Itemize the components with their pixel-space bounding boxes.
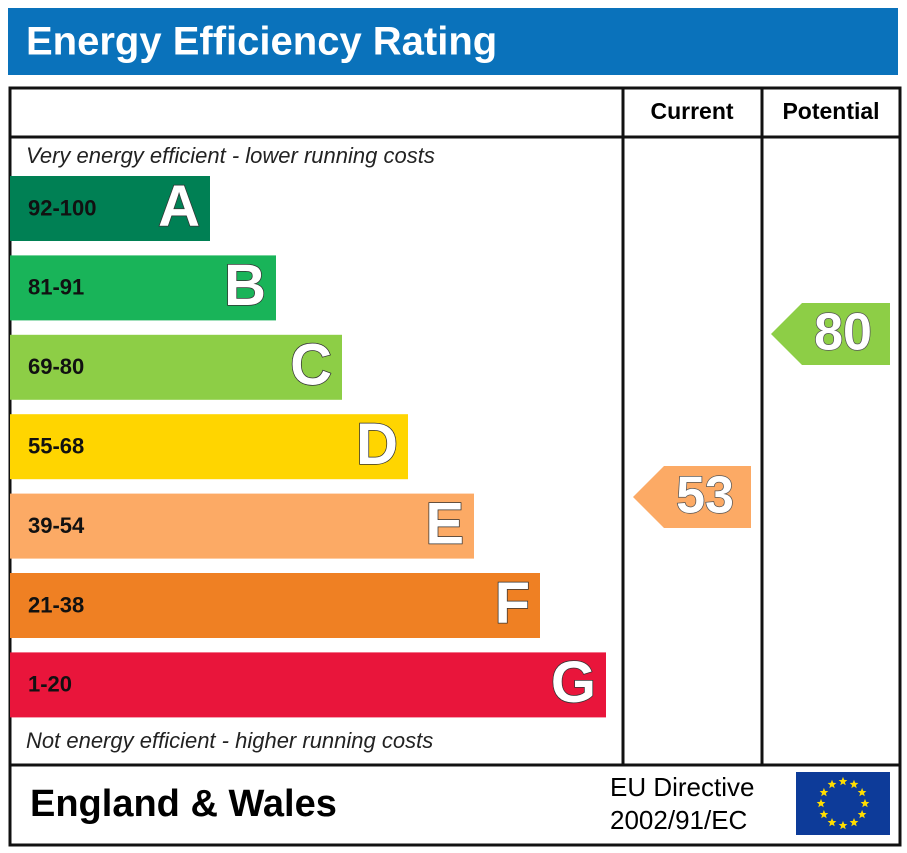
current-value: 53 xyxy=(676,467,734,525)
band-range: 69-80 xyxy=(28,354,84,379)
title-bar xyxy=(8,8,898,75)
band-letter: D xyxy=(356,412,398,477)
band-letter: F xyxy=(495,571,530,636)
band-range: 39-54 xyxy=(28,513,85,538)
eu-star xyxy=(849,818,859,827)
eu-star xyxy=(838,820,848,830)
current-arrow xyxy=(633,466,751,528)
region: England & Wales xyxy=(30,783,337,825)
band xyxy=(10,414,408,480)
band-range: 81-91 xyxy=(28,275,84,300)
eu-star xyxy=(860,798,870,808)
eu-star xyxy=(819,809,829,819)
eu-stars xyxy=(816,776,870,830)
band xyxy=(10,334,342,400)
column-header: Potential xyxy=(782,98,879,124)
band xyxy=(10,493,474,559)
eu-star xyxy=(819,787,829,797)
directive: 2002/91/EC xyxy=(610,805,747,835)
band-letter: E xyxy=(425,491,464,556)
band-range: 92-100 xyxy=(28,195,97,220)
potential-arrow xyxy=(771,303,890,365)
band xyxy=(10,652,606,718)
eu-star xyxy=(857,787,867,797)
eu-star xyxy=(857,809,867,819)
band-range: 1-20 xyxy=(28,672,72,697)
band xyxy=(10,176,210,241)
band-letter: C xyxy=(290,333,332,398)
directive: EU Directive xyxy=(610,772,754,802)
band xyxy=(10,573,540,638)
eu-star xyxy=(849,779,859,789)
band-letter: A xyxy=(158,174,200,239)
eu-star xyxy=(816,798,826,808)
eu-star xyxy=(827,779,837,789)
band-letter: B xyxy=(224,253,266,318)
bands: 92-100 A 81-91 B 69-80 C 55-68 D 39-54 E 21-38 F 1-2… xyxy=(10,173,606,718)
title: Energy Efficiency Rating xyxy=(26,20,497,64)
column-header: Current xyxy=(650,98,733,124)
eu-star xyxy=(838,776,848,786)
band-letter: G xyxy=(551,650,596,715)
top-note: Very energy efficient - lower running co… xyxy=(26,143,435,168)
bottom-note: Not energy efficient - higher running co… xyxy=(26,728,433,753)
band xyxy=(10,255,276,321)
band-range: 55-68 xyxy=(28,434,84,459)
eu-star xyxy=(827,818,837,827)
band-range: 21-38 xyxy=(28,592,84,617)
potential-value: 80 xyxy=(814,304,872,362)
